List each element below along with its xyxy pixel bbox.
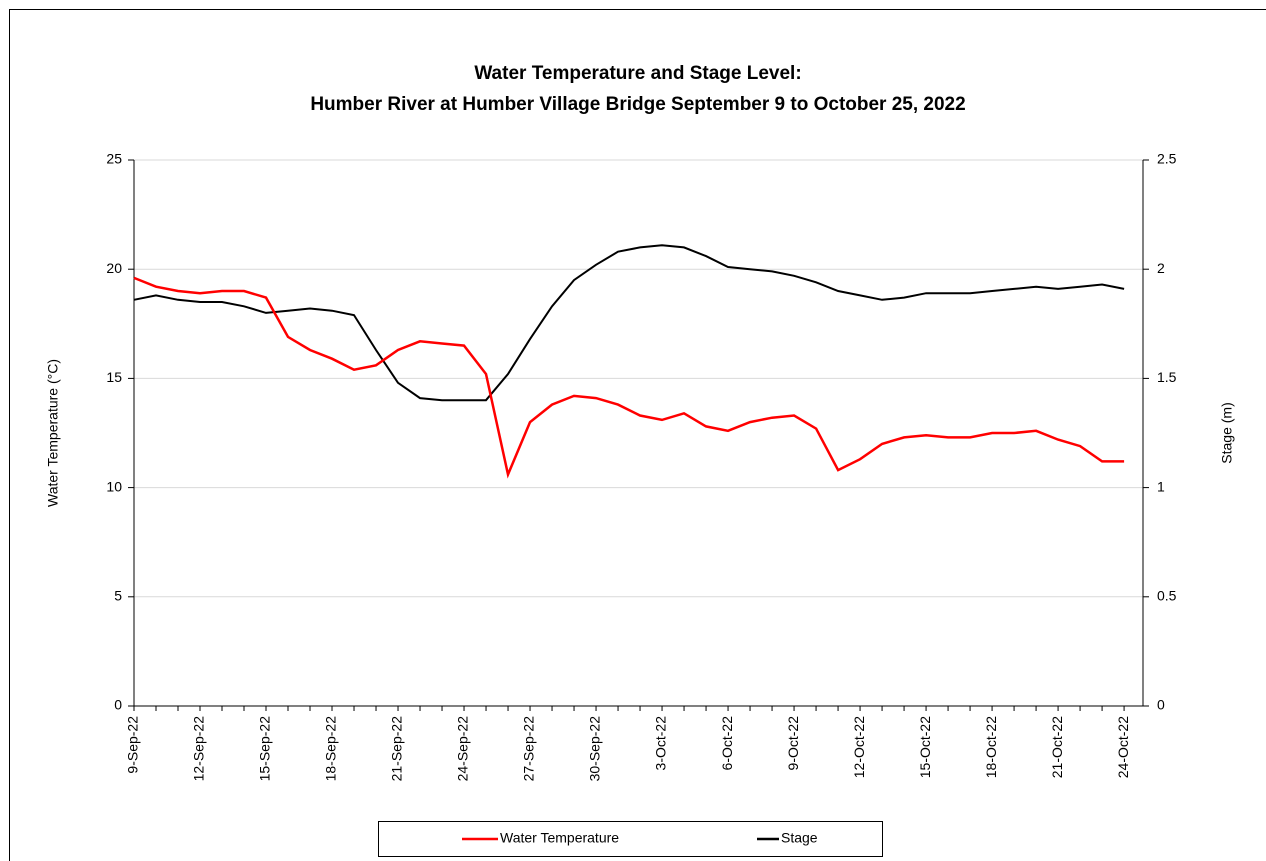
x-tick-label: 9-Sep-22 (125, 716, 141, 774)
x-tick-label: 6-Oct-22 (719, 716, 735, 771)
legend-label: Water Temperature (500, 830, 619, 846)
y-axis-title: Water Temperature (°C) (45, 359, 61, 507)
chart-title: Water Temperature and Stage Level: (474, 63, 801, 84)
x-tick-label: 27-Sep-22 (521, 716, 537, 782)
y2-axis-title: Stage (m) (1219, 402, 1235, 463)
x-tick-label: 12-Oct-22 (851, 716, 867, 778)
x-tick-label: 9-Oct-22 (785, 716, 801, 771)
y2-tick-label: 0 (1157, 697, 1165, 713)
x-tick-label: 21-Sep-22 (389, 716, 405, 782)
x-tick-label: 18-Sep-22 (323, 716, 339, 782)
x-tick-label: 24-Oct-22 (1115, 716, 1131, 778)
y-tick-label: 25 (106, 151, 122, 167)
x-tick-label: 24-Sep-22 (455, 716, 471, 782)
x-tick-label: 15-Oct-22 (917, 716, 933, 778)
y-tick-label: 20 (106, 260, 122, 276)
y-tick-label: 0 (114, 697, 122, 713)
frame (9, 9, 1266, 861)
series-line (133, 244, 1125, 402)
x-tick-label: 15-Sep-22 (257, 716, 273, 782)
y-tick-label: 5 (114, 588, 122, 604)
y-tick-label: 15 (106, 369, 122, 385)
x-tick-label: 12-Sep-22 (191, 716, 207, 782)
x-tick-label: 18-Oct-22 (983, 716, 999, 778)
chart-subtitle: Humber River at Humber Village Bridge Se… (310, 94, 965, 115)
y2-tick-label: 1.5 (1157, 369, 1177, 385)
x-tick-label: 3-Oct-22 (653, 716, 669, 771)
y2-tick-label: 2 (1157, 260, 1165, 276)
x-tick-label: 30-Sep-22 (587, 716, 603, 782)
y2-tick-label: 2.5 (1157, 151, 1177, 167)
series-line (133, 276, 1125, 479)
x-tick-label: 21-Oct-22 (1049, 716, 1065, 778)
y2-tick-label: 0.5 (1157, 588, 1177, 604)
y-tick-label: 10 (106, 478, 122, 494)
y2-tick-label: 1 (1157, 478, 1165, 494)
legend-label: Stage (781, 830, 818, 846)
